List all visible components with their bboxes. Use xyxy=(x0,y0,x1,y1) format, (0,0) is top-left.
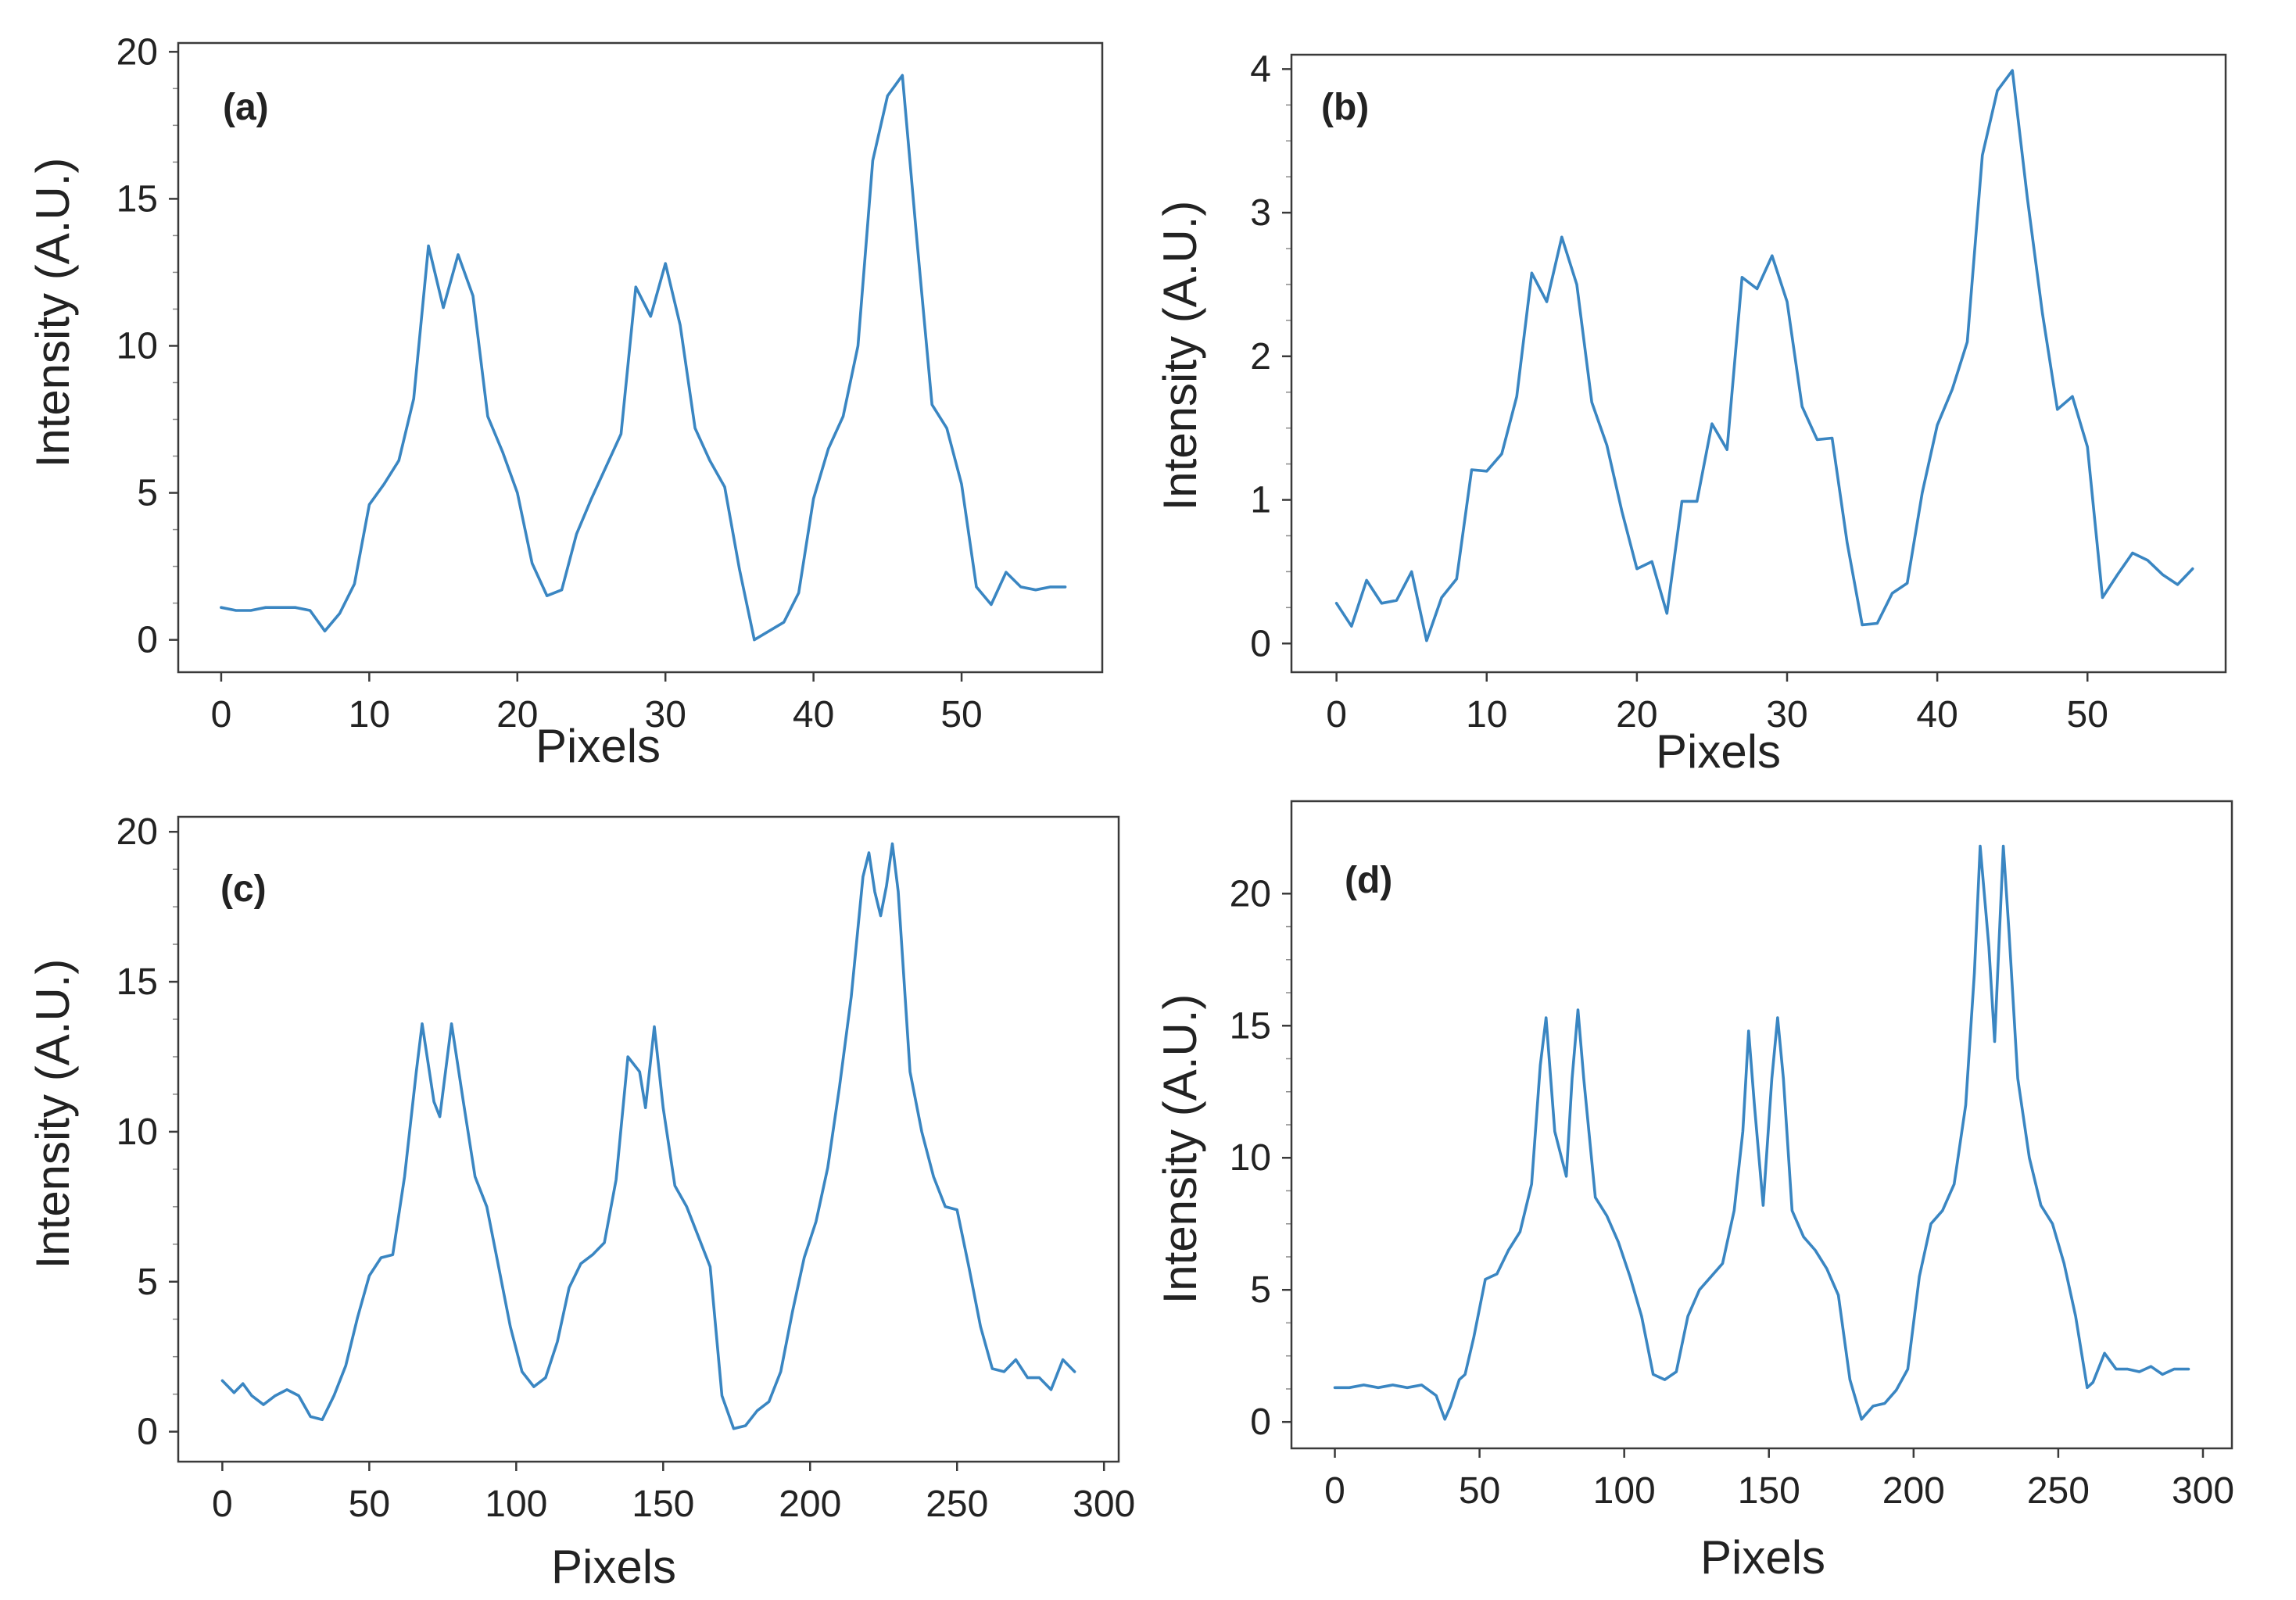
y-tick-label: 0 xyxy=(137,1412,158,1453)
series-line xyxy=(220,73,1067,642)
y-tick-label: 0 xyxy=(137,620,158,661)
y-axis-label: Intensity (A.U.) xyxy=(1154,201,1206,511)
y-tick-label: 10 xyxy=(1230,1137,1271,1179)
y-tick-label: 4 xyxy=(1250,48,1271,90)
series-line xyxy=(1333,844,2190,1421)
x-tick-label: 150 xyxy=(632,1484,694,1525)
x-tick-label: 200 xyxy=(1882,1470,1945,1512)
y-tick-label: 10 xyxy=(116,1111,158,1153)
chart-a: (a) 0 5 10 15 20 0 10 20 30 40 50 Intensity (A.U.… xyxy=(27,31,1104,772)
x-tick-label: 10 xyxy=(1466,694,1507,736)
y-tick-label: 5 xyxy=(137,1262,158,1303)
y-tick-label: 5 xyxy=(137,473,158,514)
y-axis-label: Intensity (A.U.) xyxy=(27,959,79,1269)
panel-label: (a) xyxy=(223,87,269,128)
y-tick-label: 0 xyxy=(1250,1401,1271,1443)
x-axis-label: Pixels xyxy=(1700,1531,1825,1584)
x-tick-label: 150 xyxy=(1738,1470,1800,1512)
x-tick-label: 10 xyxy=(349,694,390,736)
panel-label: (c) xyxy=(220,868,267,910)
x-tick-label: 50 xyxy=(2067,694,2108,736)
y-tick-label: 20 xyxy=(1230,873,1271,915)
series-line xyxy=(1334,69,2194,643)
y-axis-label: Intensity (A.U.) xyxy=(27,158,79,468)
x-axis: 0 50 100 150 200 250 300 xyxy=(212,1462,1135,1525)
x-tick-label: 30 xyxy=(645,694,686,736)
plot-frame xyxy=(177,41,1104,674)
x-axis-label: Pixels xyxy=(1656,725,1781,778)
x-tick-label: 50 xyxy=(349,1484,390,1525)
plot-frame xyxy=(177,815,1120,1463)
x-axis-label: Pixels xyxy=(551,1541,676,1593)
x-tick-label: 30 xyxy=(1766,694,1807,736)
panel-label: (b) xyxy=(1321,87,1369,128)
x-tick-label: 200 xyxy=(779,1484,841,1525)
x-axis: 0 10 20 30 40 50 xyxy=(211,672,983,736)
x-tick-label: 50 xyxy=(940,694,982,736)
y-axis: 0 1 2 3 4 xyxy=(1250,48,1291,664)
x-tick-label: 0 xyxy=(212,1484,233,1525)
y-tick-label: 15 xyxy=(1230,1005,1271,1047)
panel-label: (d) xyxy=(1345,860,1392,901)
x-axis: 0 50 100 150 200 250 300 xyxy=(1324,1448,2234,1512)
x-tick-label: 250 xyxy=(926,1484,988,1525)
x-tick-label: 100 xyxy=(1593,1470,1656,1512)
y-tick-label: 1 xyxy=(1250,480,1271,521)
x-tick-label: 0 xyxy=(211,694,232,736)
x-tick-label: 40 xyxy=(793,694,834,736)
x-tick-label: 20 xyxy=(1616,694,1657,736)
chart-c: (c) 0 5 10 15 20 0 50 100 150 200 250 300 Intensit… xyxy=(27,811,1135,1593)
x-tick-label: 100 xyxy=(485,1484,547,1525)
x-tick-label: 250 xyxy=(2027,1470,2090,1512)
chart-b: (b) 0 1 2 3 4 0 10 20 30 40 50 Intensity (A.U.) P… xyxy=(1154,48,2227,778)
x-tick-label: 300 xyxy=(2172,1470,2234,1512)
y-tick-label: 2 xyxy=(1250,336,1271,378)
x-tick-label: 40 xyxy=(1916,694,1958,736)
plot-frame xyxy=(1290,800,2233,1450)
x-tick-label: 300 xyxy=(1073,1484,1135,1525)
series-line xyxy=(220,842,1076,1430)
x-tick-label: 50 xyxy=(1459,1470,1500,1512)
x-axis-label: Pixels xyxy=(535,720,661,772)
x-tick-label: 0 xyxy=(1324,1470,1345,1512)
y-tick-label: 15 xyxy=(116,178,158,220)
y-tick-label: 20 xyxy=(116,811,158,853)
y-tick-label: 10 xyxy=(116,325,158,367)
y-axis-label: Intensity (A.U.) xyxy=(1154,994,1206,1305)
y-axis: 0 5 10 15 20 xyxy=(1230,873,1291,1443)
y-axis: 0 5 10 15 20 xyxy=(116,811,178,1453)
x-axis: 0 10 20 30 40 50 xyxy=(1326,672,2108,736)
y-axis: 0 5 10 15 20 xyxy=(116,31,178,661)
chart-d: (d) 0 5 10 15 20 0 50 100 150 200 250 300 Intensit… xyxy=(1154,800,2234,1584)
plot-frame xyxy=(1290,53,2227,674)
x-tick-label: 0 xyxy=(1326,694,1347,736)
y-tick-label: 20 xyxy=(116,31,158,73)
y-tick-label: 0 xyxy=(1250,623,1271,664)
x-tick-label: 20 xyxy=(496,694,538,736)
y-tick-label: 15 xyxy=(116,961,158,1003)
y-tick-label: 3 xyxy=(1250,192,1271,234)
y-tick-label: 5 xyxy=(1250,1269,1271,1311)
